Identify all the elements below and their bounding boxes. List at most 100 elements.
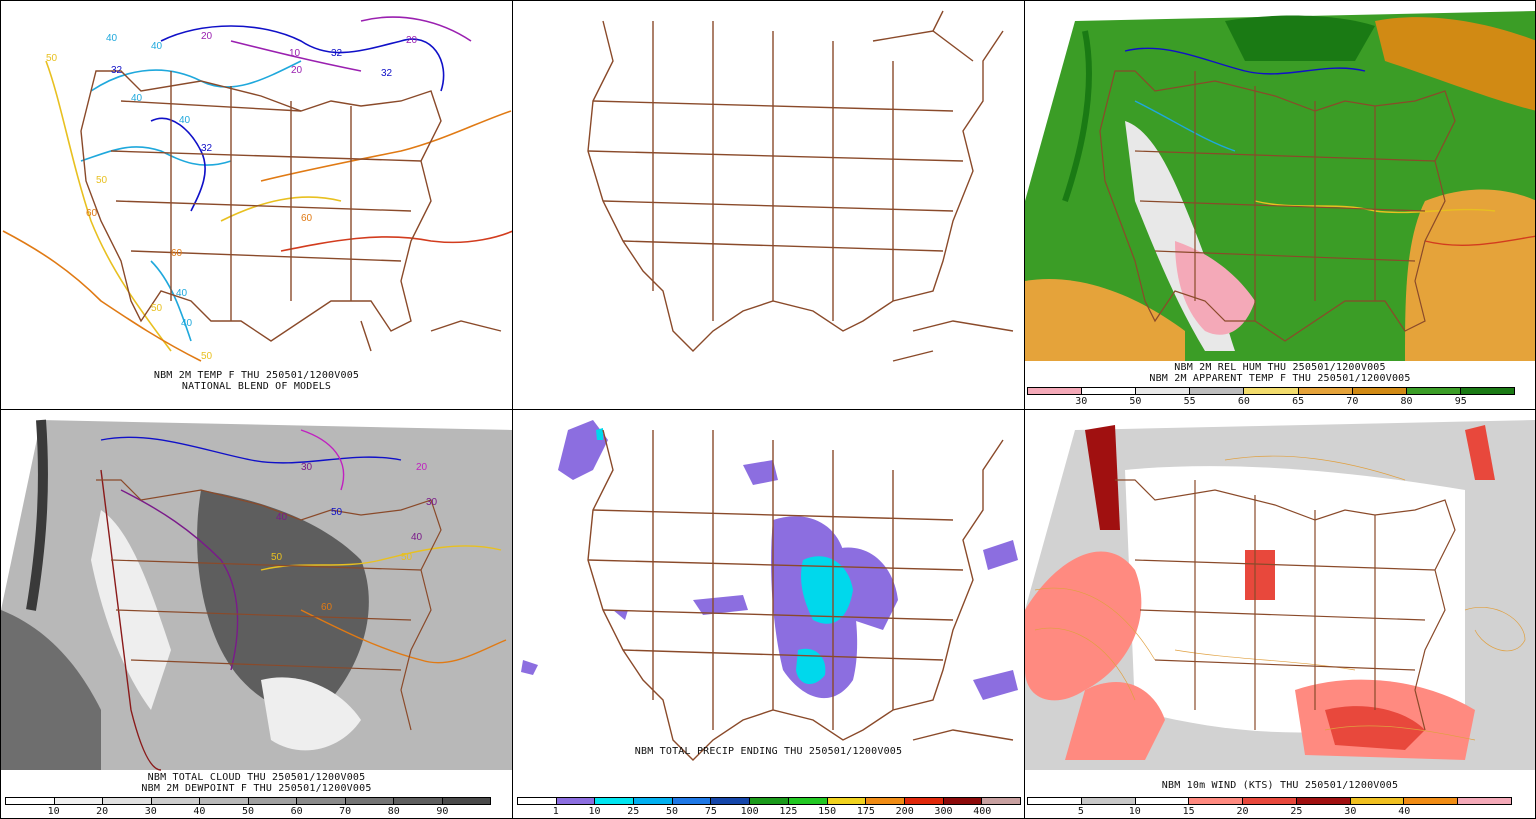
precip-caption-1: NBM TOTAL PRECIP ENDING THU 250501/1200V…	[634, 746, 903, 757]
wind-tick-label: 5	[1077, 806, 1084, 817]
cloud-contour-label: 30	[426, 497, 438, 508]
relhum-tick-label: 65	[1292, 396, 1305, 407]
temp-contour-label: 32	[381, 68, 393, 79]
relhum-tick-label: 50	[1129, 396, 1142, 407]
relhum-tick-label: 60	[1237, 396, 1250, 407]
temp-map: 50 40 40 32 20 10 20 32 20 32 40 40 32 50 60 60 40 40 50 60…	[2, 16, 512, 362]
precip-colorbar-swatch	[595, 798, 635, 804]
relhum-colorbar-swatch	[1190, 388, 1245, 394]
precip-colorbar-swatch	[672, 798, 712, 804]
cloud-tick-label: 20	[96, 806, 109, 817]
relhum-colorbar-swatch	[1136, 388, 1191, 394]
precip-tick-label: 125	[779, 806, 798, 817]
cloud-tick-label: 10	[47, 806, 60, 817]
panel-blank-map	[512, 0, 1025, 410]
wind-colorbar-swatch	[1243, 798, 1297, 804]
precip-tick-label: 400	[973, 806, 992, 817]
precip-colorbar-swatch	[711, 798, 751, 804]
temp-contour-label: 40	[106, 33, 118, 44]
precip-colorbar-swatch	[634, 798, 673, 804]
temp-contour-label: 32	[111, 65, 123, 76]
cloud-tick-label: 90	[436, 806, 449, 817]
precip-tick-label: 100	[740, 806, 759, 817]
precip-tick-label: 1	[552, 806, 559, 817]
precip-tick-label: 150	[818, 806, 837, 817]
wind-tick-label: 40	[1398, 806, 1411, 817]
temp-contour-label: 50	[96, 175, 108, 186]
precip-colorbar-swatch	[943, 798, 983, 804]
relhum-tick-label: 95	[1454, 396, 1467, 407]
precip-colorbar-swatch	[866, 798, 905, 804]
cloud-tick-label: 50	[241, 806, 255, 817]
wind-tick-label: 15	[1182, 806, 1195, 817]
temp-contour-label: 40	[151, 41, 163, 52]
temp-contour-label: 20	[406, 35, 418, 46]
relhum-tick-label: 80	[1400, 396, 1413, 407]
cloud-map: 50 50 40 30 20 60 50 40 30	[1, 419, 512, 771]
cloud-contour-label: 50	[271, 552, 283, 563]
cloud-colorbar-swatch	[103, 798, 152, 804]
temp-caption-1: NBM 2M TEMP F THU 250501/1200V005	[153, 370, 360, 381]
precip-tick-label: 10	[588, 806, 601, 817]
wind-colorbar-swatch	[1350, 798, 1405, 804]
temp-caption-2: NATIONAL BLEND OF MODELS	[181, 381, 332, 392]
panel-wind: NBM 10m WIND (KTS) THU 250501/1200V005 5…	[1024, 409, 1536, 819]
precip-colorbar-swatch	[827, 798, 867, 804]
temp-contour-label: 40	[181, 318, 193, 329]
temp-contour-label: 60	[86, 208, 98, 219]
cloud-contour-label: 60	[321, 602, 333, 613]
temp-contour-label: 50	[201, 351, 213, 362]
precip-colorbar-swatch	[982, 798, 1020, 804]
precip-ticks: 1 10 25 50 75 100 125 150 175 200 300 400	[517, 806, 1021, 818]
temp-contour-label: 60	[171, 248, 183, 259]
wind-colorbar	[1027, 797, 1512, 805]
wind-tick-label: 20	[1236, 806, 1249, 817]
temp-contour-label: 32	[331, 48, 343, 59]
cloud-colorbar-swatch	[200, 798, 249, 804]
panel-relhum: NBM 2M REL HUM THU 250501/1200V005 NBM 2…	[1024, 0, 1536, 410]
panel-temp: 50 40 40 32 20 10 20 32 20 32 40 40 32 50 60 60 40 40 50 60…	[0, 0, 513, 410]
precip-tick-label: 200	[895, 806, 914, 817]
precip-tick-label: 50	[666, 806, 679, 817]
temp-contour-label: 40	[176, 288, 188, 299]
cloud-colorbar-swatch	[442, 798, 490, 804]
relhum-colorbar-swatch	[1082, 388, 1137, 394]
wind-colorbar-swatch	[1081, 798, 1136, 804]
cloud-caption-1: NBM TOTAL CLOUD THU 250501/1200V005	[147, 772, 366, 783]
relhum-colorbar-swatch	[1406, 388, 1461, 394]
temp-contour-label: 32	[201, 143, 213, 154]
wind-colorbar-swatch	[1296, 798, 1351, 804]
temp-contour-label: 20	[201, 31, 213, 42]
cloud-contour-label: 30	[301, 462, 313, 473]
precip-colorbar-swatch	[518, 798, 557, 804]
cloud-contour-label: 50	[401, 552, 413, 563]
blank-map	[587, 10, 1014, 362]
precip-colorbar-swatch	[556, 798, 596, 804]
relhum-colorbar-swatch	[1460, 388, 1514, 394]
cloud-colorbar-swatch	[297, 798, 346, 804]
wind-colorbar-swatch	[1028, 798, 1082, 804]
precip-colorbar	[517, 797, 1021, 805]
temp-contour-label: 50	[46, 53, 58, 64]
relhum-ticks: 30 50 55 60 65 70 80 95	[1027, 396, 1515, 409]
cloud-colorbar-swatch	[345, 798, 394, 804]
panel-cloud: 50 50 40 30 20 60 50 40 30 NBM TOTAL CLOUD THU 2…	[0, 409, 513, 819]
precip-tick-label: 25	[627, 806, 640, 817]
cloud-tick-label: 80	[387, 806, 400, 817]
cloud-tick-label: 60	[290, 806, 303, 817]
wind-map	[1025, 420, 1535, 770]
relhum-map	[1025, 11, 1535, 361]
cloud-contour-label: 40	[411, 532, 423, 543]
wind-colorbar-swatch	[1458, 798, 1512, 804]
temp-contour-label: 10	[289, 48, 301, 59]
temp-contour-label: 40	[179, 115, 191, 126]
cloud-contour-label: 50	[331, 507, 343, 518]
precip-colorbar-swatch	[750, 798, 789, 804]
precip-colorbar-swatch	[904, 798, 944, 804]
relhum-caption-2: NBM 2M APPARENT TEMP F THU 250501/1200V0…	[1149, 373, 1411, 384]
wind-colorbar-swatch	[1404, 798, 1459, 804]
relhum-colorbar-swatch	[1028, 388, 1083, 394]
relhum-tick-label: 30	[1075, 396, 1088, 407]
precip-tick-label: 300	[934, 806, 953, 817]
relhum-colorbar	[1027, 387, 1515, 395]
